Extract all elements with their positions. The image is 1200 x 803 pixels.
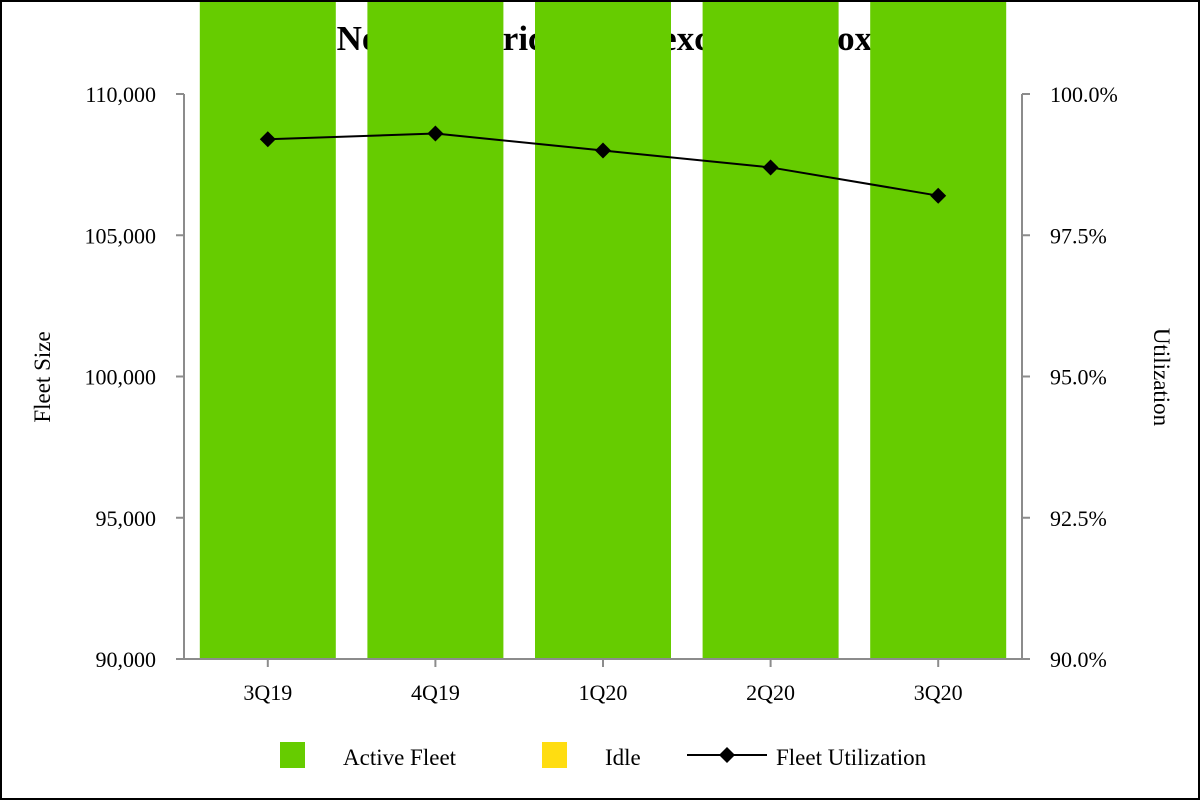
legend-label-active-fleet: Active Fleet	[343, 745, 457, 770]
bars-layer	[199, 0, 1007, 659]
bar-active-fleet-3q20	[870, 0, 1007, 659]
y2-tick-label: 95.0%	[1050, 365, 1107, 390]
legend-swatch-active-fleet	[280, 742, 305, 768]
bar-active-fleet-3q19	[199, 0, 336, 659]
legend: Active Fleet Idle Fleet Utilization	[280, 742, 927, 770]
legend-label-fleet-utilization: Fleet Utilization	[776, 745, 927, 770]
x-tick-label: 3Q19	[243, 680, 292, 705]
fleet-utilization-point-4q19	[427, 125, 444, 142]
axes-layer: 90,000 95,000 100,000 105,000 110,000 90.0% 92…	[85, 82, 1118, 705]
y-axis-label: Fleet Size	[30, 331, 55, 422]
x-tick-label: 3Q20	[914, 680, 963, 705]
line-layer	[259, 125, 947, 204]
fleet-utilization-point-3q20	[930, 187, 947, 204]
legend-marker-fleet-utilization	[719, 747, 735, 763]
y-tick-label: 95,000	[96, 506, 157, 531]
x-tick-label: 4Q19	[411, 680, 460, 705]
fleet-utilization-point-3q19	[259, 131, 276, 148]
y2-axis-label: Utilization	[1149, 328, 1174, 427]
bar-active-fleet-4q19	[367, 0, 504, 659]
y-tick-label: 100,000	[85, 365, 157, 390]
y2-tick-label: 92.5%	[1050, 506, 1107, 531]
legend-label-idle: Idle	[605, 745, 641, 770]
y-tick-label: 90,000	[96, 647, 157, 672]
legend-swatch-idle	[542, 742, 567, 768]
x-tick-label: 2Q20	[746, 680, 795, 705]
fleet-utilization-point-2q20	[762, 159, 779, 176]
x-tick-label: 1Q20	[579, 680, 628, 705]
y-tick-label: 105,000	[85, 223, 157, 248]
y2-tick-label: 100.0%	[1050, 82, 1118, 107]
y-tick-label: 110,000	[85, 82, 156, 107]
fleet-utilization-point-1q20	[595, 142, 611, 159]
bar-active-fleet-2q20	[702, 0, 839, 659]
y2-tick-label: 97.5%	[1050, 223, 1107, 248]
bar-active-fleet-1q20	[535, 0, 671, 659]
y2-tick-label: 90.0%	[1050, 647, 1107, 672]
